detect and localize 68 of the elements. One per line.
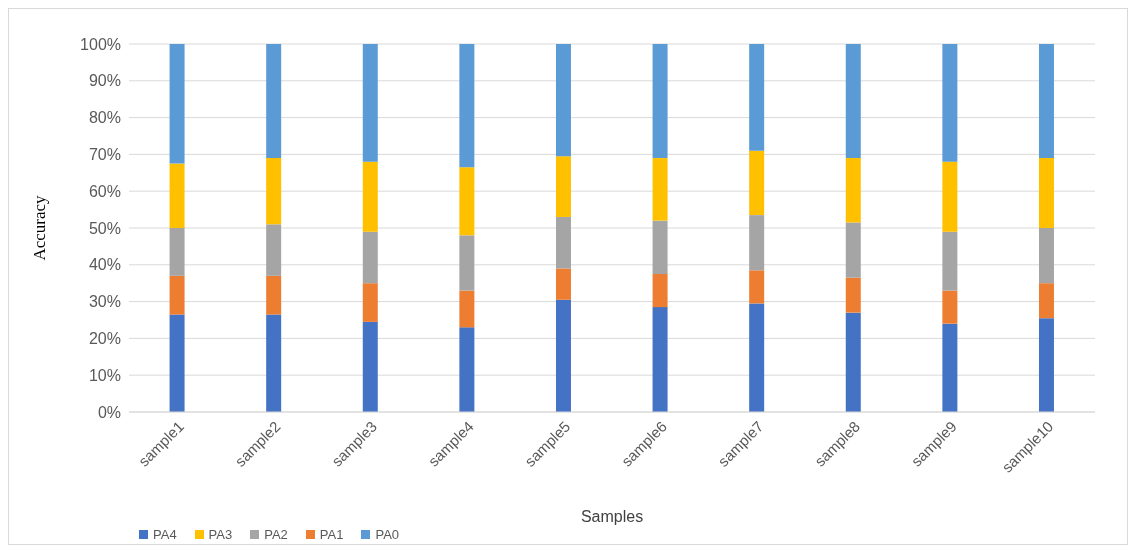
bar bbox=[459, 44, 475, 168]
bar bbox=[942, 231, 958, 291]
bar bbox=[749, 44, 765, 151]
bar bbox=[555, 299, 571, 412]
bar bbox=[459, 235, 475, 291]
bar bbox=[169, 275, 185, 315]
bar bbox=[1038, 158, 1054, 228]
bar bbox=[1038, 318, 1054, 412]
bar bbox=[1038, 283, 1054, 319]
bar bbox=[652, 158, 668, 221]
bar bbox=[169, 163, 185, 228]
bar bbox=[749, 215, 765, 271]
bar bbox=[362, 231, 378, 284]
y-tick-label: 40% bbox=[88, 256, 121, 274]
bar bbox=[459, 327, 475, 412]
y-tick-label: 10% bbox=[88, 366, 121, 384]
bar bbox=[942, 161, 958, 232]
x-axis-title: Samples bbox=[580, 508, 644, 525]
bar bbox=[362, 283, 378, 322]
bar bbox=[1038, 228, 1054, 284]
bar bbox=[555, 268, 571, 300]
legend-label: PA4 bbox=[152, 527, 177, 542]
y-axis-title: Accuracy bbox=[30, 194, 50, 261]
bar bbox=[362, 321, 378, 412]
legend-label: PA1 bbox=[318, 527, 344, 542]
bar bbox=[652, 44, 668, 159]
legend-label: PA0 bbox=[374, 527, 400, 542]
bar bbox=[169, 44, 185, 164]
y-tick-label: 0% bbox=[97, 403, 121, 421]
bar bbox=[555, 156, 571, 217]
bar bbox=[942, 290, 958, 324]
y-tick-label: 90% bbox=[88, 72, 121, 90]
y-tick-label: 20% bbox=[88, 330, 121, 348]
legend-label: PA3 bbox=[207, 527, 233, 542]
y-tick-label: 70% bbox=[88, 146, 121, 164]
bar bbox=[459, 290, 475, 328]
bar bbox=[845, 44, 861, 159]
y-tick-label: 80% bbox=[88, 109, 121, 127]
y-tick-label: 50% bbox=[88, 219, 121, 237]
bar bbox=[652, 274, 668, 308]
y-tick-label: 100% bbox=[80, 35, 121, 53]
bar bbox=[652, 307, 668, 412]
bar bbox=[749, 303, 765, 412]
bar bbox=[942, 323, 958, 412]
bar bbox=[266, 224, 282, 276]
bar bbox=[749, 150, 765, 216]
bar bbox=[266, 275, 282, 315]
bar bbox=[555, 216, 571, 269]
bar bbox=[749, 270, 765, 304]
bar bbox=[266, 158, 282, 225]
y-tick-label: 30% bbox=[88, 293, 121, 311]
bar bbox=[459, 167, 475, 236]
bar bbox=[845, 222, 861, 278]
bar bbox=[266, 314, 282, 412]
bar bbox=[942, 44, 958, 162]
bar bbox=[845, 158, 861, 223]
legend-label: PA2 bbox=[263, 527, 288, 542]
bar bbox=[555, 44, 571, 157]
bar bbox=[169, 228, 185, 276]
bar bbox=[362, 161, 378, 232]
bar bbox=[1038, 44, 1054, 159]
bar bbox=[652, 220, 668, 274]
y-tick-label: 60% bbox=[88, 182, 121, 200]
bar bbox=[845, 312, 861, 412]
bar bbox=[845, 277, 861, 313]
bar bbox=[266, 44, 282, 159]
bar bbox=[169, 314, 185, 412]
bar bbox=[362, 44, 378, 162]
